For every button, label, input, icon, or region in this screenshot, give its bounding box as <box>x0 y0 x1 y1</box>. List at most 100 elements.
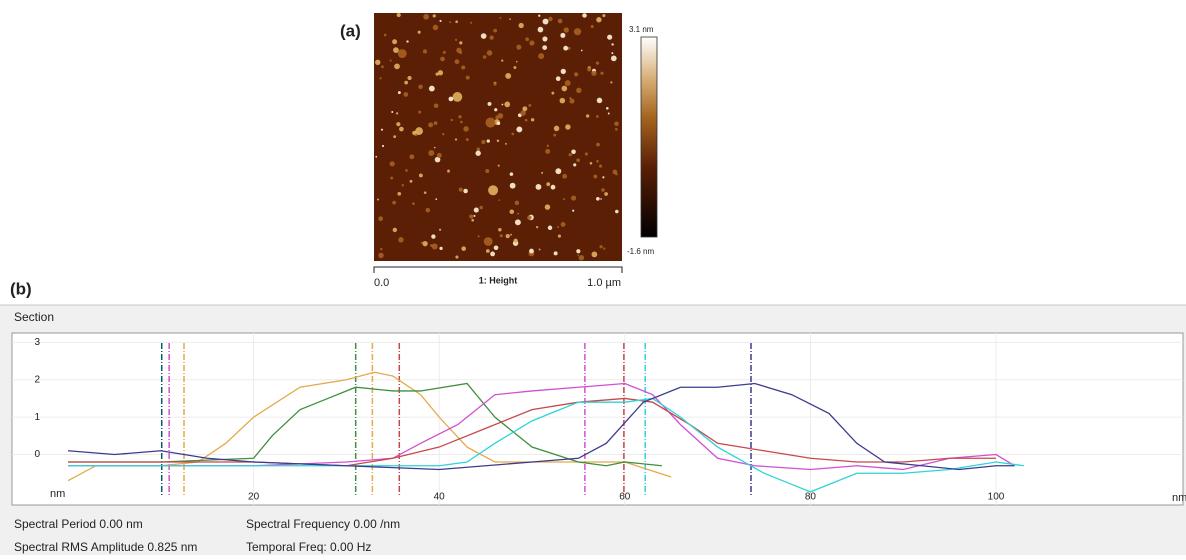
afm-particle <box>409 154 415 160</box>
afm-particle <box>576 158 580 163</box>
afm-particle <box>560 68 566 75</box>
afm-particle <box>501 59 504 62</box>
afm-particle <box>422 49 428 54</box>
afm-particle <box>471 218 475 222</box>
afm-particle <box>449 21 452 24</box>
afm-particle <box>439 246 443 251</box>
afm-particle <box>394 63 400 70</box>
afm-particle <box>527 215 532 220</box>
afm-particle <box>595 61 600 65</box>
scale-axis <box>373 266 623 273</box>
afm-particle <box>434 156 441 163</box>
afm-particle <box>479 205 483 210</box>
y-tick-label: 2 <box>34 374 40 385</box>
x-tick-label: 20 <box>248 492 260 503</box>
afm-particle <box>461 246 467 251</box>
afm-particle <box>489 35 494 40</box>
afm-particle <box>509 182 516 189</box>
afm-particle <box>546 182 551 187</box>
profile-line <box>67 371 672 482</box>
afm-particle <box>497 113 504 119</box>
afm-particle <box>431 243 438 250</box>
afm-particle <box>555 168 562 175</box>
afm-particle <box>422 240 428 247</box>
afm-particle <box>553 133 557 137</box>
afm-particle <box>535 184 542 190</box>
x-tick-label: 40 <box>434 492 446 503</box>
afm-particle <box>614 127 618 131</box>
afm-particle <box>560 32 566 38</box>
afm-particle <box>535 226 539 229</box>
afm-particle <box>420 241 424 244</box>
afm-particle <box>430 244 433 247</box>
afm-particle <box>406 40 409 43</box>
afm-particle <box>612 169 618 175</box>
afm-particle <box>584 152 588 156</box>
afm-particle <box>600 197 603 200</box>
afm-particle <box>542 18 549 25</box>
afm-particle <box>505 73 512 79</box>
afm-particle <box>562 173 568 179</box>
colorbar-min: -1.6 nm <box>627 247 654 256</box>
afm-particle <box>485 249 490 253</box>
afm-particle <box>559 97 566 104</box>
afm-particle <box>596 142 600 147</box>
afm-particle <box>463 188 468 194</box>
afm-particle <box>375 59 381 65</box>
afm-particle <box>383 33 387 37</box>
afm-particle <box>432 14 436 18</box>
afm-particle <box>436 152 442 158</box>
afm-particle <box>395 112 399 115</box>
afm-particle <box>586 114 590 118</box>
afm-particle <box>518 22 524 29</box>
afm-particle <box>437 70 444 76</box>
afm-particle <box>505 142 507 145</box>
afm-particle <box>596 196 600 201</box>
afm-particle <box>469 214 474 219</box>
afm-particle <box>603 247 606 250</box>
afm-particle <box>393 135 397 139</box>
afm-particle <box>463 126 469 132</box>
afm-particle <box>380 247 383 251</box>
afm-particle <box>433 103 439 109</box>
afm-particle <box>439 19 442 23</box>
afm-particle <box>589 161 593 165</box>
afm-particle <box>569 98 575 104</box>
panel-label: (a) <box>340 21 361 40</box>
afm-particle <box>509 172 514 176</box>
afm-particle <box>547 225 553 231</box>
plot-area <box>11 332 1184 506</box>
afm-particle <box>505 233 510 239</box>
afm-particle <box>599 245 603 249</box>
afm-image <box>374 13 622 261</box>
x-tick-label: 60 <box>619 492 631 503</box>
afm-particle <box>465 138 469 142</box>
afm-particle <box>557 18 563 24</box>
afm-particle <box>611 52 614 55</box>
afm-particle <box>607 34 613 40</box>
afm-particle <box>497 164 500 167</box>
afm-particle <box>433 146 436 149</box>
afm-particle <box>493 245 499 251</box>
afm-particle <box>494 108 498 112</box>
afm-particle <box>418 110 422 114</box>
afm-particle <box>377 198 380 201</box>
afm-particle <box>458 50 463 54</box>
afm-particle <box>615 209 619 214</box>
afm-particle <box>553 125 560 132</box>
afm-particle <box>433 121 438 126</box>
afm-particle <box>493 28 498 33</box>
afm-particle <box>602 176 605 179</box>
afm-particle <box>578 255 585 261</box>
afm-particle <box>542 45 548 50</box>
afm-particle <box>614 121 619 127</box>
afm-particle <box>513 66 517 70</box>
afm-particle <box>428 150 435 156</box>
afm-particle <box>542 36 548 42</box>
afm-particle <box>392 39 398 45</box>
afm-particle <box>530 118 535 122</box>
panel-label: (b) <box>10 279 32 298</box>
afm-particle <box>465 75 470 80</box>
afm-particle <box>525 37 530 42</box>
afm-particle <box>504 101 511 108</box>
